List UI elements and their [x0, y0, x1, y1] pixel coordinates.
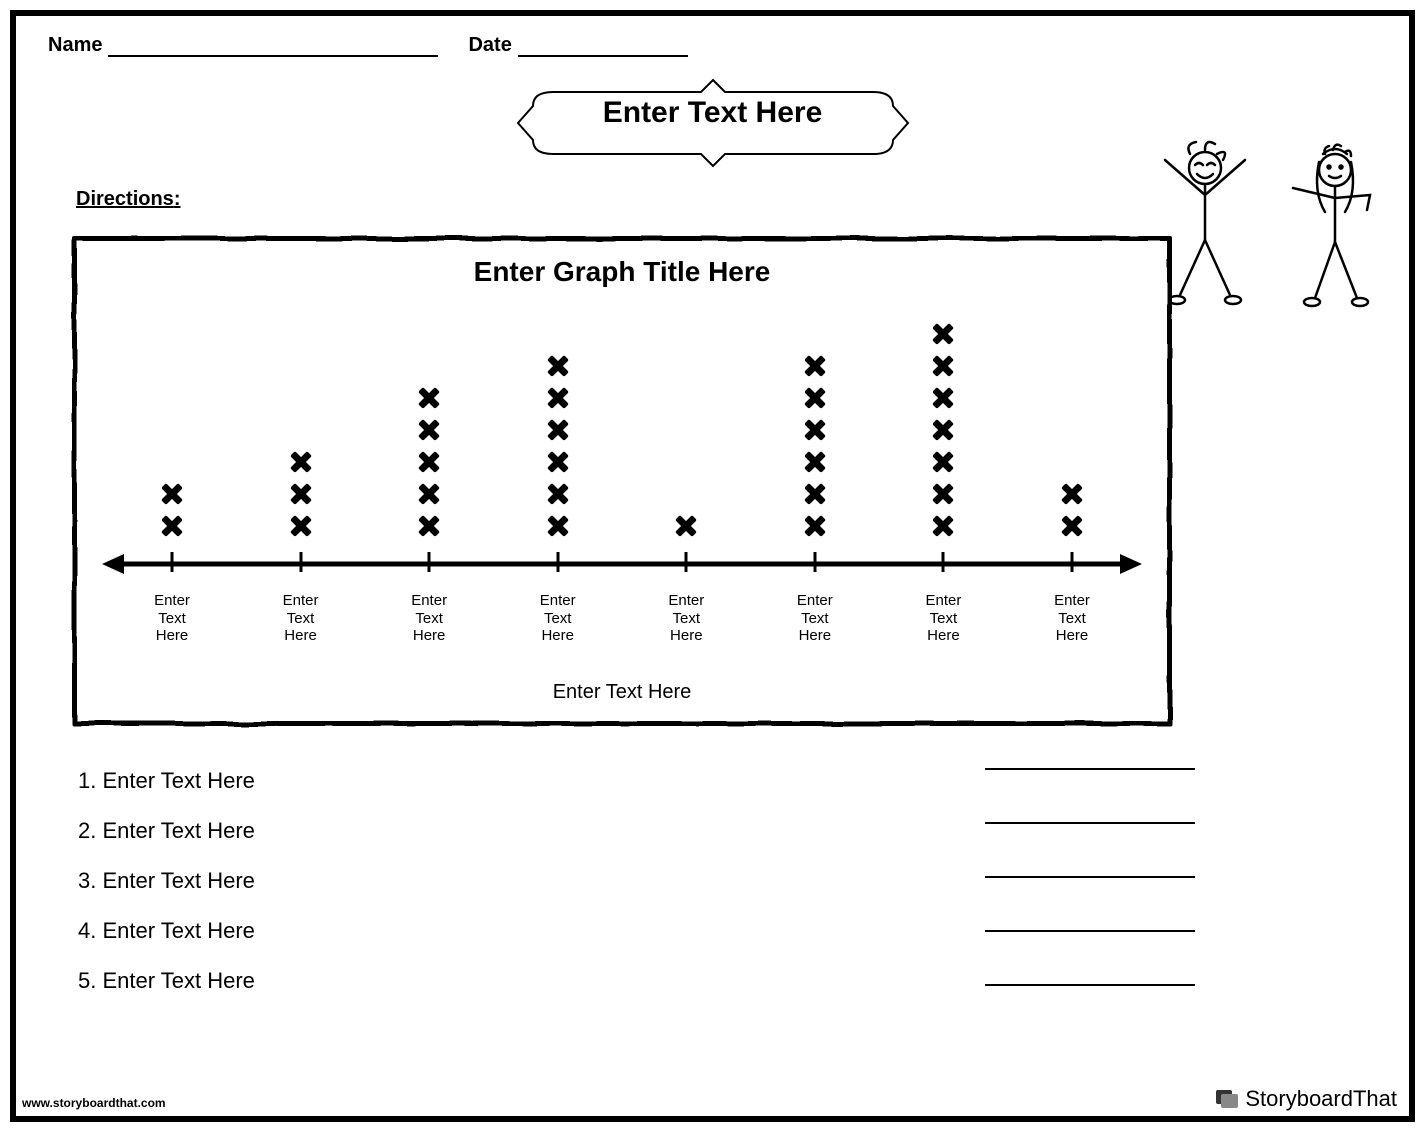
tick-mark	[685, 552, 688, 572]
tick-mark	[942, 552, 945, 572]
x-mark-icon	[1058, 512, 1086, 540]
question-list: 1. Enter Text Here 2. Enter Text Here 3. E…	[78, 744, 255, 1018]
x-axis-label[interactable]: Enter Text Here	[72, 681, 1172, 704]
answer-line[interactable]	[985, 930, 1195, 932]
question-item[interactable]: 3. Enter Text Here	[78, 868, 255, 894]
title-banner[interactable]: Enter Text Here	[513, 78, 913, 148]
category-label[interactable]: Enter Text Here	[668, 592, 704, 644]
storyboard-logo-icon	[1215, 1087, 1239, 1111]
category-label[interactable]: Enter Text Here	[1054, 592, 1090, 644]
question-item[interactable]: 2. Enter Text Here	[78, 818, 255, 844]
tick-mark	[1071, 552, 1074, 572]
x-mark-icon	[415, 512, 443, 540]
name-label: Name	[48, 34, 102, 57]
x-mark-icon	[158, 512, 186, 540]
x-mark-icon	[415, 384, 443, 412]
x-mark-icon	[544, 352, 572, 380]
tick-mark	[428, 552, 431, 572]
data-column	[287, 446, 315, 542]
footer-url: www.storyboardthat.com	[22, 1096, 166, 1110]
data-column	[929, 318, 957, 542]
category-label[interactable]: Enter Text Here	[925, 592, 961, 644]
name-input-line[interactable]	[108, 35, 438, 57]
x-mark-icon	[801, 512, 829, 540]
data-column	[158, 478, 186, 542]
x-mark-icon	[801, 448, 829, 476]
directions-label: Directions	[76, 188, 174, 210]
date-label: Date	[468, 34, 511, 57]
number-line	[102, 544, 1142, 584]
x-mark-icon	[801, 384, 829, 412]
x-mark-icon	[672, 512, 700, 540]
footer-brand-text: StoryboardThat	[1245, 1086, 1397, 1112]
x-mark-icon	[1058, 480, 1086, 508]
x-mark-icon	[544, 384, 572, 412]
x-mark-icon	[929, 352, 957, 380]
line-plot-chart: Enter Graph Title Here Enter Text HereEn…	[72, 236, 1172, 726]
data-column	[1058, 478, 1086, 542]
directions-heading: Directions:	[76, 188, 180, 211]
line-plot-area: Enter Text Here Enter Text Here Enter Text…	[102, 296, 1142, 664]
x-mark-icon	[929, 384, 957, 412]
stick-figure-icon	[1275, 140, 1395, 310]
answer-line[interactable]	[985, 876, 1195, 878]
x-mark-icon	[929, 512, 957, 540]
x-mark-icon	[801, 480, 829, 508]
tick-mark	[813, 552, 816, 572]
category-label[interactable]: Enter Text Here	[283, 592, 319, 644]
x-mark-icon	[287, 480, 315, 508]
data-column	[801, 350, 829, 542]
x-mark-icon	[801, 416, 829, 444]
answer-line[interactable]	[985, 822, 1195, 824]
category-label[interactable]: Enter Text Here	[154, 592, 190, 644]
x-mark-icon	[158, 480, 186, 508]
question-item[interactable]: 5. Enter Text Here	[78, 968, 255, 994]
data-column	[544, 350, 572, 542]
question-item[interactable]: 4. Enter Text Here	[78, 918, 255, 944]
footer-brand: StoryboardThat	[1215, 1086, 1397, 1112]
x-mark-icon	[544, 480, 572, 508]
title-banner-text: Enter Text Here	[603, 96, 823, 130]
answer-line[interactable]	[985, 768, 1195, 770]
graph-title[interactable]: Enter Graph Title Here	[72, 256, 1172, 288]
x-mark-icon	[544, 416, 572, 444]
x-mark-icon	[287, 448, 315, 476]
x-mark-icon	[801, 352, 829, 380]
answer-lines	[985, 768, 1195, 1038]
data-column	[415, 382, 443, 542]
category-label[interactable]: Enter Text Here	[540, 592, 576, 644]
x-mark-icon	[929, 416, 957, 444]
x-mark-icon	[929, 448, 957, 476]
x-mark-icon	[415, 416, 443, 444]
x-mark-icon	[929, 320, 957, 348]
x-mark-icon	[415, 448, 443, 476]
date-input-line[interactable]	[518, 35, 688, 57]
question-item[interactable]: 1. Enter Text Here	[78, 768, 255, 794]
worksheet-header: Name Date	[48, 34, 688, 57]
category-label[interactable]: Enter Text Here	[411, 592, 447, 644]
x-mark-icon	[929, 480, 957, 508]
x-mark-icon	[544, 448, 572, 476]
tick-mark	[299, 552, 302, 572]
category-label[interactable]: Enter Text Here	[797, 592, 833, 644]
answer-line[interactable]	[985, 984, 1195, 986]
name-field: Name	[48, 34, 438, 57]
x-mark-icon	[544, 512, 572, 540]
tick-mark	[556, 552, 559, 572]
date-field: Date	[468, 34, 687, 57]
x-mark-icon	[287, 512, 315, 540]
x-mark-icon	[415, 480, 443, 508]
data-column	[672, 510, 700, 542]
tick-mark	[171, 552, 174, 572]
